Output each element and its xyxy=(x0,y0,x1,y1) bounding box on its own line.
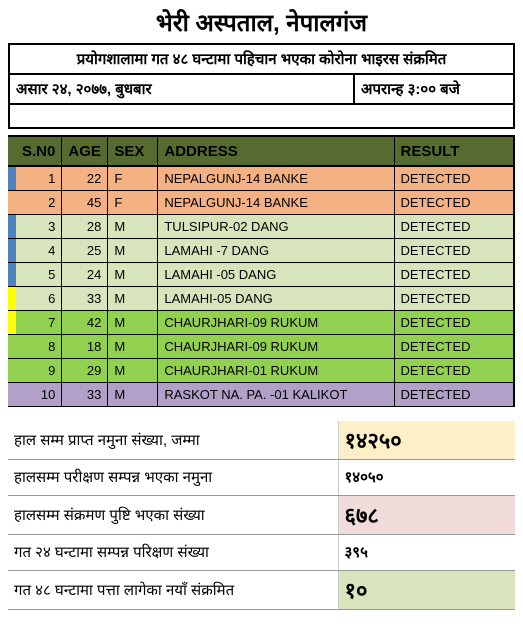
col-address: ADDRESS xyxy=(158,136,394,166)
row-marker xyxy=(8,310,16,334)
page-title: भेरी अस्पताल, नेपालगंज xyxy=(8,6,515,39)
summary-label: गत ४८ घन्टामा पत्ता लागेका नयाँ संक्रमित xyxy=(8,570,338,609)
summary-value: १४२५० xyxy=(338,421,515,460)
row-marker xyxy=(8,214,16,238)
cell-address: LAMAHI-05 DANG xyxy=(158,286,394,310)
cell-age: 18 xyxy=(62,334,108,358)
summary-row: हाल सम्म प्राप्त नमुना संख्या, जम्मा१४२५… xyxy=(8,421,515,460)
col-result: RESULT xyxy=(394,136,514,166)
table-row: 742MCHAURJHARI-09 RUKUMDETECTED xyxy=(8,310,514,334)
summary-label: हालसम्म परीक्षण सम्पन्न भएका नमुना xyxy=(8,459,338,495)
cell-sno: 3 xyxy=(16,214,62,238)
summary-row: हालसम्म संक्रमण पुष्टि भएका संख्या६७८ xyxy=(8,495,515,534)
cell-address: LAMAHI -05 DANG xyxy=(158,262,394,286)
cell-sex: M xyxy=(108,262,158,286)
summary-value: ६७८ xyxy=(338,495,515,534)
summary-table: हाल सम्म प्राप्त नमुना संख्या, जम्मा१४२५… xyxy=(8,421,515,610)
cell-address: NEPALGUNJ-14 BANKE xyxy=(158,190,394,214)
cell-age: 22 xyxy=(62,166,108,190)
cell-result: DETECTED xyxy=(394,190,514,214)
col-sex: SEX xyxy=(108,136,158,166)
row-marker xyxy=(8,262,16,286)
cell-address: CHAURJHARI-09 RUKUM xyxy=(158,334,394,358)
cell-result: DETECTED xyxy=(394,238,514,262)
cell-result: DETECTED xyxy=(394,382,514,406)
spacer xyxy=(8,105,515,129)
cell-age: 45 xyxy=(62,190,108,214)
col-age: AGE xyxy=(62,136,108,166)
row-marker xyxy=(8,382,16,406)
cell-sex: M xyxy=(108,310,158,334)
page-subtitle: प्रयोगशालामा गत ४८ घन्टामा पहिचान भएका क… xyxy=(8,43,515,75)
cell-sno: 8 xyxy=(16,334,62,358)
cell-address: RASKOT NA. PA. -01 KALIKOT xyxy=(158,382,394,406)
date-right: अपरान्ह ३:०० बजे xyxy=(355,75,513,103)
table-row: 524MLAMAHI -05 DANGDETECTED xyxy=(8,262,514,286)
cell-sex: M xyxy=(108,238,158,262)
summary-row: गत २४ घन्टामा सम्पन्न परिक्षण संख्या३९५ xyxy=(8,534,515,570)
table-row: 929MCHAURJHARI-01 RUKUMDETECTED xyxy=(8,358,514,382)
cell-sno: 7 xyxy=(16,310,62,334)
cell-sex: M xyxy=(108,358,158,382)
row-marker xyxy=(8,166,16,190)
cell-age: 33 xyxy=(62,286,108,310)
row-marker xyxy=(8,190,16,214)
cell-sno: 9 xyxy=(16,358,62,382)
summary-value: १० xyxy=(338,570,515,609)
cell-result: DETECTED xyxy=(394,166,514,190)
cell-sno: 1 xyxy=(16,166,62,190)
summary-label: हालसम्म संक्रमण पुष्टि भएका संख्या xyxy=(8,495,338,534)
cell-age: 42 xyxy=(62,310,108,334)
cell-sex: F xyxy=(108,190,158,214)
cell-age: 33 xyxy=(62,382,108,406)
cell-address: TULSIPUR-02 DANG xyxy=(158,214,394,238)
cell-age: 29 xyxy=(62,358,108,382)
cell-result: DETECTED xyxy=(394,286,514,310)
cell-sex: F xyxy=(108,166,158,190)
cell-sno: 5 xyxy=(16,262,62,286)
date-left: असार २४, २०७७, बुधबार xyxy=(10,75,355,103)
cell-sno: 2 xyxy=(16,190,62,214)
cell-address: CHAURJHARI-01 RUKUM xyxy=(158,358,394,382)
cell-address: LAMAHI -7 DANG xyxy=(158,238,394,262)
cell-result: DETECTED xyxy=(394,214,514,238)
cell-sex: M xyxy=(108,334,158,358)
cell-result: DETECTED xyxy=(394,310,514,334)
cell-age: 25 xyxy=(62,238,108,262)
summary-value: १४०५० xyxy=(338,459,515,495)
date-bar: असार २४, २०७७, बुधबार अपरान्ह ३:०० बजे xyxy=(8,75,515,105)
summary-row: गत ४८ घन्टामा पत्ता लागेका नयाँ संक्रमित… xyxy=(8,570,515,609)
cell-age: 28 xyxy=(62,214,108,238)
cell-sex: M xyxy=(108,214,158,238)
cell-sno: 4 xyxy=(16,238,62,262)
cases-table: S.N0 AGE SEX ADDRESS RESULT 122FNEPALGUN… xyxy=(8,135,515,407)
table-row: 122FNEPALGUNJ-14 BANKEDETECTED xyxy=(8,166,514,190)
table-row: 633MLAMAHI-05 DANGDETECTED xyxy=(8,286,514,310)
cell-sex: M xyxy=(108,382,158,406)
cell-sno: 6 xyxy=(16,286,62,310)
table-row: 245FNEPALGUNJ-14 BANKEDETECTED xyxy=(8,190,514,214)
summary-label: हाल सम्म प्राप्त नमुना संख्या, जम्मा xyxy=(8,421,338,460)
cell-address: NEPALGUNJ-14 BANKE xyxy=(158,166,394,190)
table-row: 818MCHAURJHARI-09 RUKUMDETECTED xyxy=(8,334,514,358)
row-marker xyxy=(8,334,16,358)
summary-value: ३९५ xyxy=(338,534,515,570)
table-row: 328MTULSIPUR-02 DANGDETECTED xyxy=(8,214,514,238)
summary-row: हालसम्म परीक्षण सम्पन्न भएका नमुना१४०५० xyxy=(8,459,515,495)
table-row: 1033MRASKOT NA. PA. -01 KALIKOTDETECTED xyxy=(8,382,514,406)
row-marker xyxy=(8,358,16,382)
cell-age: 24 xyxy=(62,262,108,286)
col-sno: S.N0 xyxy=(16,136,62,166)
row-marker xyxy=(8,286,16,310)
row-marker xyxy=(8,238,16,262)
cell-result: DETECTED xyxy=(394,358,514,382)
cell-address: CHAURJHARI-09 RUKUM xyxy=(158,310,394,334)
cell-sex: M xyxy=(108,286,158,310)
table-row: 425MLAMAHI -7 DANGDETECTED xyxy=(8,238,514,262)
summary-label: गत २४ घन्टामा सम्पन्न परिक्षण संख्या xyxy=(8,534,338,570)
table-header-row: S.N0 AGE SEX ADDRESS RESULT xyxy=(8,136,514,166)
cell-result: DETECTED xyxy=(394,334,514,358)
cell-result: DETECTED xyxy=(394,262,514,286)
cell-sno: 10 xyxy=(16,382,62,406)
